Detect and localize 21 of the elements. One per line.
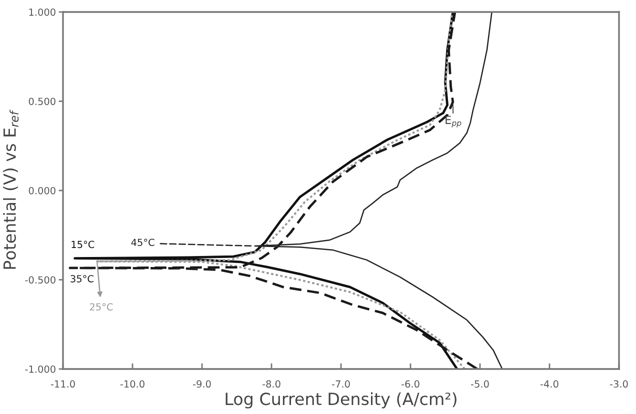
y-tick-label: -1.000 xyxy=(25,365,56,373)
series-label: 35°C xyxy=(70,275,94,282)
y-tick-label: -0.500 xyxy=(25,276,56,284)
annotation: E$_{pp}$ xyxy=(446,116,462,128)
y-tick-label: 1.000 xyxy=(29,8,56,16)
text: 45°C xyxy=(131,238,154,246)
x-tick-label: -11.0 xyxy=(50,380,75,388)
x-tick-label: -9.0 xyxy=(192,380,211,388)
legend-label: 25°C xyxy=(90,303,113,311)
y-tick-label: 0.500 xyxy=(28,98,56,106)
x-tick-label: -4.0 xyxy=(540,380,558,388)
x-tick-label: -10.0 xyxy=(120,380,144,388)
y-axis-title: Potential (V) vs E$_{ref}$ xyxy=(3,110,19,269)
x-axis-title: Log Current Density (A/cm²) xyxy=(226,392,456,408)
y-tick-label: 0.000 xyxy=(28,186,56,194)
x-tick-label: -7.0 xyxy=(332,380,350,388)
x-tick-label: -3.0 xyxy=(610,380,628,388)
x-tick-label: -6.0 xyxy=(401,380,420,388)
x-tick-label: -8.0 xyxy=(262,380,280,388)
x-tick-label: -5.0 xyxy=(470,380,489,388)
series-label: 15°C xyxy=(72,240,94,248)
